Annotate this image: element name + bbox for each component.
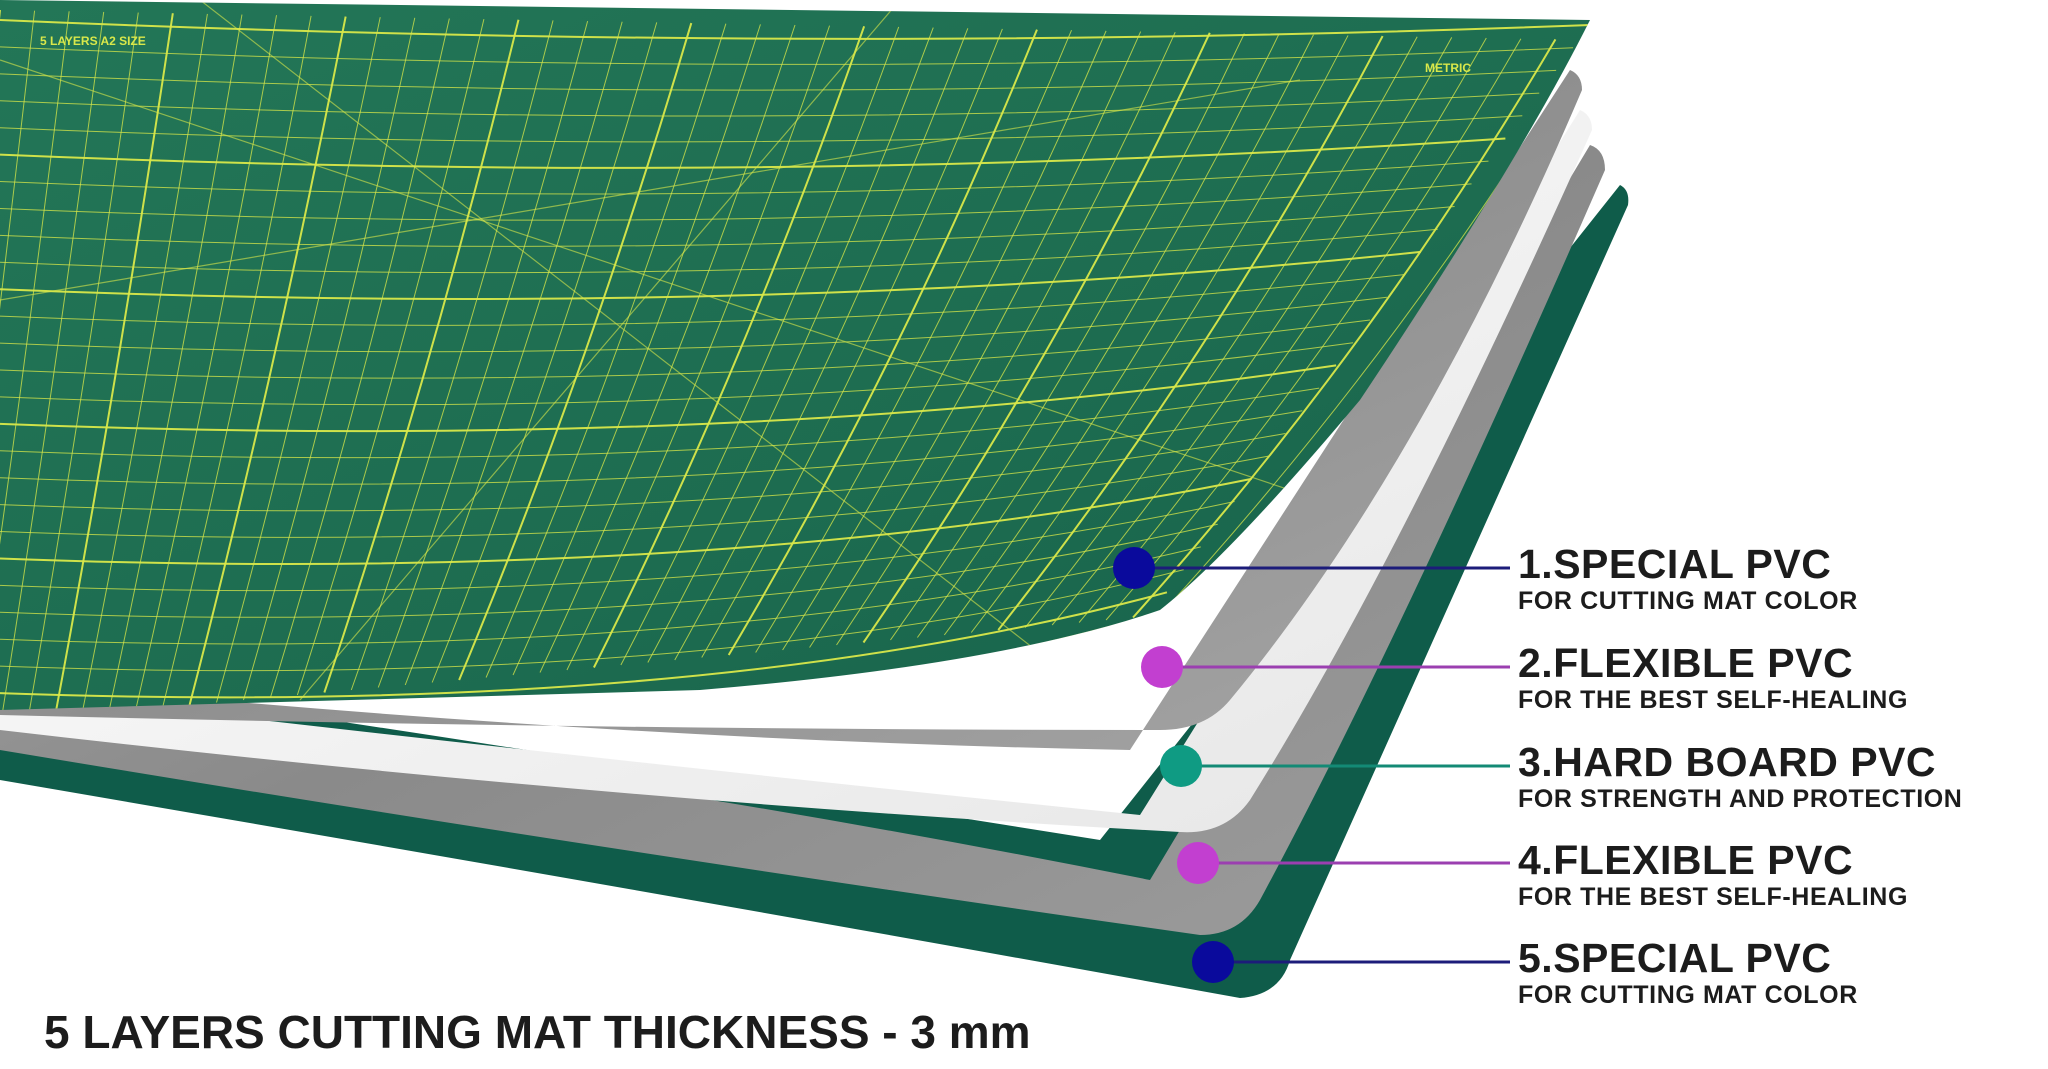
grid-line-horizontal — [0, 591, 1168, 699]
grid-line-horizontal — [0, 523, 1218, 618]
grid-line-vertical — [350, 20, 554, 691]
grid-line-vertical — [1024, 36, 1418, 628]
grid-line-vertical — [485, 23, 727, 678]
grid-line-horizontal — [0, 387, 1320, 459]
grid-line-horizontal — [0, 183, 1472, 221]
layer-marker-dot — [1160, 745, 1202, 787]
layer-marker-dot — [1113, 547, 1155, 589]
layer-subtitle: FOR THE BEST SELF-HEALING — [1518, 883, 1908, 911]
grid-line-vertical — [890, 33, 1245, 641]
grid-line-vertical — [1105, 38, 1522, 621]
mat-grid — [0, 0, 1590, 710]
grid-line-horizontal — [0, 569, 1184, 672]
angle-guide-line — [199, 0, 1101, 701]
grid-line-vertical — [727, 29, 1038, 656]
grid-line-horizontal — [0, 206, 1455, 247]
grid-line-vertical — [0, 11, 70, 710]
grid-line-vertical — [755, 30, 1072, 653]
grid-line-vertical — [836, 31, 1176, 646]
grid-line-vertical — [916, 33, 1280, 638]
grid-line-horizontal — [0, 432, 1286, 512]
grid-line-vertical — [782, 30, 1107, 651]
grid-line-horizontal — [0, 92, 1540, 117]
grid-line-vertical — [1051, 37, 1453, 626]
grid-line-vertical — [539, 24, 796, 673]
grid-line-vertical — [674, 28, 969, 661]
mat-corner-text: METRIC — [1425, 61, 1471, 75]
grid-line-vertical — [53, 13, 174, 710]
grid-line-horizontal — [0, 546, 1201, 645]
layer-title: 3.HARD BOARD PVC — [1518, 739, 1937, 785]
grid-line-horizontal — [0, 115, 1523, 143]
grid-line-horizontal — [0, 274, 1404, 326]
grid-line-horizontal — [0, 319, 1371, 379]
layer-label: 1.SPECIAL PVC FOR CUTTING MAT COLOR — [1518, 542, 1858, 616]
grid-line-horizontal — [0, 250, 1421, 300]
layer-label: 5.SPECIAL PVC FOR CUTTING MAT COLOR — [1518, 936, 1858, 1010]
grid-line-vertical — [108, 14, 243, 710]
grid-line-vertical — [0, 10, 36, 710]
grid-line-horizontal — [0, 19, 1590, 40]
layer-subtitle: FOR CUTTING MAT COLOR — [1518, 981, 1858, 1009]
grid-line-vertical — [216, 17, 381, 703]
layer-title: 5.SPECIAL PVC — [1518, 935, 1832, 981]
grid-line-horizontal — [0, 477, 1252, 566]
grid-line-horizontal — [0, 69, 1557, 91]
layer-label: 2.FLEXIBLE PVC FOR THE BEST SELF-HEALING — [1518, 641, 1908, 715]
layer-title: 4.FLEXIBLE PVC — [1518, 837, 1854, 883]
grid-line-vertical — [862, 32, 1211, 644]
grid-line-horizontal — [0, 296, 1387, 353]
grid-line-vertical — [162, 15, 312, 708]
grid-line-vertical — [620, 26, 900, 666]
grid-line-vertical — [242, 17, 416, 701]
grid-line-horizontal — [0, 455, 1269, 538]
grid-line-vertical — [997, 35, 1384, 631]
footer-caption: 5 LAYERS CUTTING MAT THICKNESS - 3 mm — [44, 1006, 1031, 1058]
grid-line-vertical — [0, 11, 105, 710]
grid-line-horizontal — [0, 364, 1337, 433]
grid-line-horizontal — [0, 137, 1506, 169]
grid-line-vertical — [269, 18, 450, 698]
grid-line-vertical — [970, 35, 1349, 633]
grid-line-vertical — [188, 16, 347, 706]
layer-label: 3.HARD BOARD PVC FOR STRENGTH AND PROTECT… — [1518, 740, 1962, 814]
grid-line-vertical — [431, 22, 658, 683]
layer-title: 1.SPECIAL PVC — [1518, 541, 1832, 587]
grid-line-vertical — [809, 31, 1142, 648]
angle-guide-line — [299, 0, 901, 701]
grid-line-vertical — [404, 21, 623, 686]
layer-marker-dot — [1141, 646, 1183, 688]
grid-line-horizontal — [0, 501, 1235, 592]
angle-guide-line — [0, 59, 1381, 521]
grid-line-vertical — [296, 19, 485, 696]
grid-line-vertical — [377, 20, 589, 688]
grid-line-vertical — [27, 12, 139, 710]
angle-guide-line — [0, 79, 1301, 301]
layer-marker-dot — [1192, 941, 1234, 983]
grid-line-horizontal — [0, 46, 1574, 65]
grid-line-vertical — [701, 28, 1003, 658]
grid-line-vertical — [593, 25, 866, 668]
grid-line-vertical — [1078, 37, 1487, 623]
grid-line-vertical — [1132, 38, 1557, 619]
layer-title: 2.FLEXIBLE PVC — [1518, 640, 1854, 686]
grid-line-vertical — [647, 27, 934, 663]
layer-subtitle: FOR CUTTING MAT COLOR — [1518, 587, 1858, 615]
layer-subtitle: FOR THE BEST SELF-HEALING — [1518, 686, 1908, 714]
layer-marker-dot — [1177, 842, 1219, 884]
grid-line-horizontal — [0, 228, 1438, 274]
grid-line-horizontal — [0, 160, 1489, 195]
layer-label: 4.FLEXIBLE PVC FOR THE BEST SELF-HEALING — [1518, 838, 1908, 912]
layer-subtitle: FOR STRENGTH AND PROTECTION — [1518, 785, 1963, 813]
grid-line-vertical — [512, 24, 761, 676]
mat-header-text: 5 LAYERS A2 SIZE — [40, 34, 146, 48]
grid-line-vertical — [323, 19, 520, 693]
grid-line-vertical — [458, 22, 693, 681]
layer-1-special-pvc-shape — [0, 0, 1590, 710]
